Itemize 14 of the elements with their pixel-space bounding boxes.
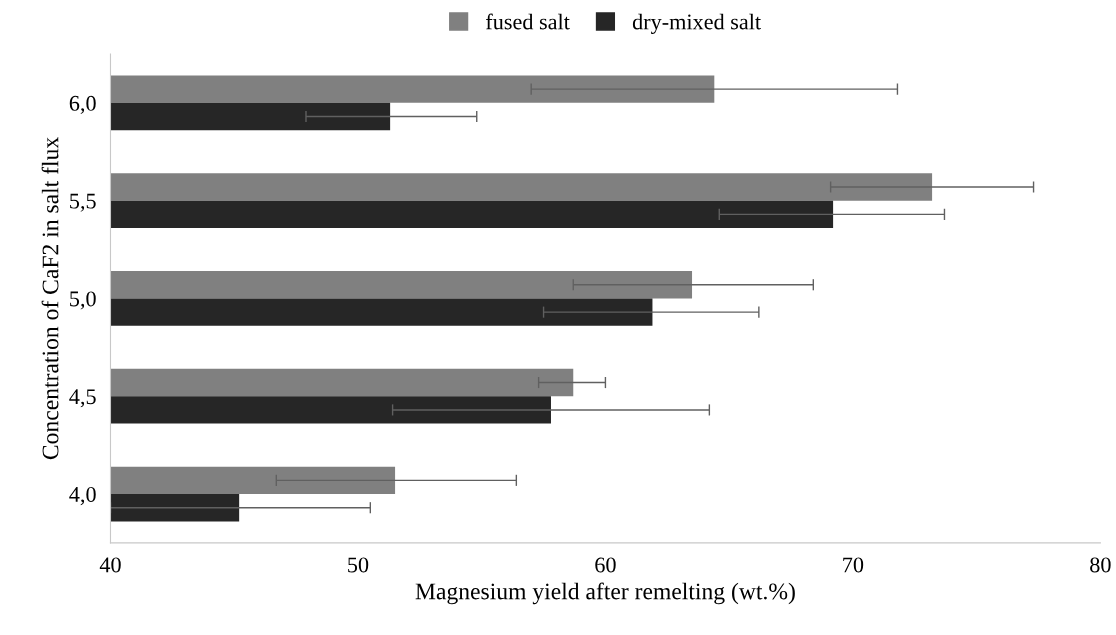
y-tick-label: 6,0 [69, 95, 96, 114]
x-tick-label: 70 [843, 557, 864, 573]
y-tick-label: 4,0 [69, 486, 96, 506]
legend-label: fused salt [486, 13, 570, 30]
y-tick-label: 5,0 [70, 291, 96, 310]
y-axis-title: Concentration of CaF2 in salt flux [41, 137, 59, 460]
y-tick-label: 4,5 [69, 389, 96, 408]
x-axis-title: Magnesium yield after remelting (wt.%) [415, 582, 795, 605]
x-tick-label: 50 [348, 557, 369, 573]
legend-label: dry-mixed salt [632, 13, 761, 34]
x-tick-label: 80 [1090, 557, 1111, 573]
y-tick-label: 5,5 [70, 193, 96, 212]
x-tick-label: 60 [595, 557, 616, 573]
x-tick-label: 40 [99, 557, 121, 573]
